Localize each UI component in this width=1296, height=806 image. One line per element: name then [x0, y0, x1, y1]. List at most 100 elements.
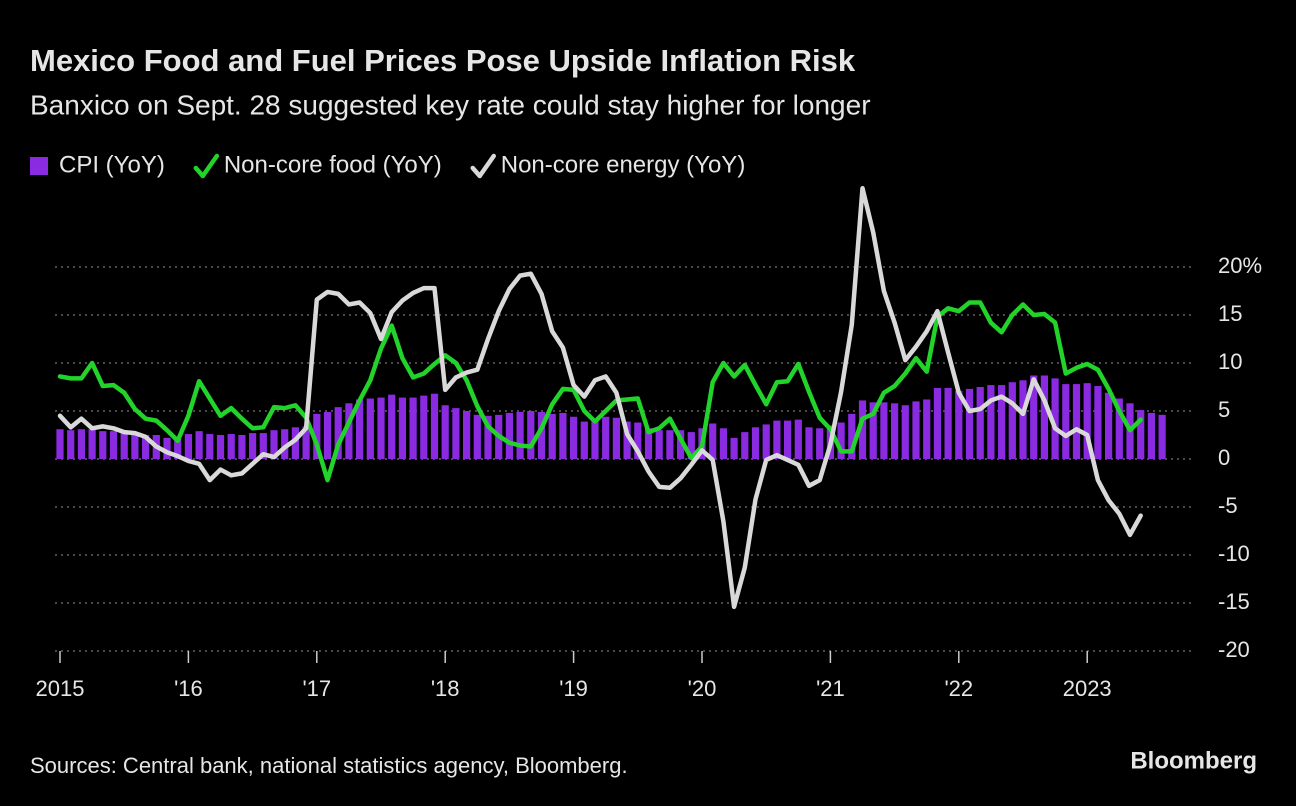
- bar: [109, 431, 118, 459]
- bar: [741, 432, 749, 459]
- bar: [323, 411, 332, 459]
- bar: [655, 430, 663, 459]
- bar: [548, 413, 556, 459]
- x-tick-label: '20: [688, 676, 717, 701]
- bar: [77, 429, 85, 459]
- bar: [216, 435, 225, 459]
- bar: [227, 434, 235, 459]
- bar: [142, 435, 150, 459]
- legend-swatch: [193, 153, 220, 179]
- bar: [848, 413, 856, 459]
- bar: [398, 397, 406, 459]
- legend-swatch: [30, 157, 48, 175]
- line: [57, 186, 1143, 610]
- bar: [869, 402, 877, 459]
- bar: [537, 411, 546, 459]
- bar: [719, 428, 727, 459]
- bar: [1158, 414, 1166, 459]
- bar: [1030, 375, 1038, 459]
- bar: [1094, 386, 1102, 459]
- bar: [1147, 412, 1155, 459]
- bar: [677, 430, 685, 459]
- x-tick-label: '21: [816, 676, 845, 701]
- bar: [955, 390, 963, 459]
- bar: [131, 434, 139, 459]
- y-tick-label: 15: [1218, 301, 1242, 326]
- legend-label: CPI (YoY): [59, 151, 165, 178]
- bar: [452, 408, 460, 459]
- bar: [976, 387, 984, 459]
- bar: [1040, 375, 1048, 459]
- bar: [420, 395, 428, 459]
- bar: [794, 419, 802, 459]
- bar: [784, 420, 792, 459]
- bar: [88, 429, 96, 459]
- x-tick-label: '17: [302, 676, 331, 701]
- bar: [356, 399, 364, 459]
- bar: [516, 411, 524, 459]
- bar: [580, 421, 588, 459]
- bar: [805, 427, 813, 459]
- bar: [837, 422, 845, 459]
- bar: [291, 427, 299, 459]
- bar: [163, 437, 171, 459]
- bar: [816, 428, 824, 459]
- bar: [195, 431, 203, 459]
- bar: [634, 422, 642, 459]
- bar: [965, 388, 974, 459]
- bar: [366, 398, 374, 459]
- bar: [409, 397, 417, 459]
- legend-swatch: [470, 153, 496, 179]
- bar: [238, 435, 246, 459]
- bar: [270, 430, 278, 459]
- bar: [313, 413, 321, 459]
- bar: [505, 412, 513, 459]
- y-tick-label: -5: [1218, 493, 1238, 518]
- bar: [944, 387, 952, 459]
- x-tick-label: '19: [559, 676, 588, 701]
- bar: [623, 421, 631, 459]
- bar: [67, 430, 75, 459]
- y-tick-label: 10: [1218, 349, 1242, 374]
- bar: [923, 399, 931, 459]
- bar: [302, 426, 310, 459]
- bar: [570, 416, 578, 459]
- legend-label: Non-core energy (YoY): [501, 151, 746, 178]
- bar: [527, 411, 535, 459]
- bar: [1083, 383, 1091, 459]
- bar: [206, 434, 214, 459]
- bar: [987, 385, 995, 459]
- bar: [388, 394, 396, 459]
- y-tick-label: 5: [1218, 397, 1230, 422]
- bar: [751, 427, 760, 459]
- bar: [184, 434, 192, 459]
- source-note: Sources: Central bank, national statisti…: [30, 753, 628, 778]
- y-tick-label: -15: [1218, 589, 1250, 614]
- bar: [666, 430, 674, 459]
- bar: [249, 433, 257, 459]
- x-tick-label: '22: [944, 676, 973, 701]
- y-tick-label: 0: [1218, 445, 1230, 470]
- chart-subtitle: Banxico on Sept. 28 suggested key rate c…: [30, 89, 871, 120]
- bar: [120, 433, 128, 459]
- bar: [345, 403, 353, 459]
- bar: [1051, 378, 1059, 459]
- x-tick-label: 2015: [36, 676, 85, 701]
- bar: [1115, 398, 1123, 459]
- x-tick-label: '18: [431, 676, 460, 701]
- bar: [1137, 410, 1145, 459]
- bar: [998, 385, 1006, 459]
- bar: [709, 423, 717, 459]
- chart-title: Mexico Food and Fuel Prices Pose Upside …: [30, 43, 856, 78]
- x-tick-label: 2023: [1063, 676, 1112, 701]
- bar: [730, 437, 738, 459]
- bar: [762, 424, 770, 459]
- bar: [912, 401, 920, 459]
- bar: [933, 387, 941, 459]
- y-tick-label: -10: [1218, 541, 1250, 566]
- brand: Bloomberg: [1130, 747, 1257, 774]
- bar: [463, 411, 471, 459]
- bar: [334, 407, 342, 459]
- x-tick-label: '16: [174, 676, 203, 701]
